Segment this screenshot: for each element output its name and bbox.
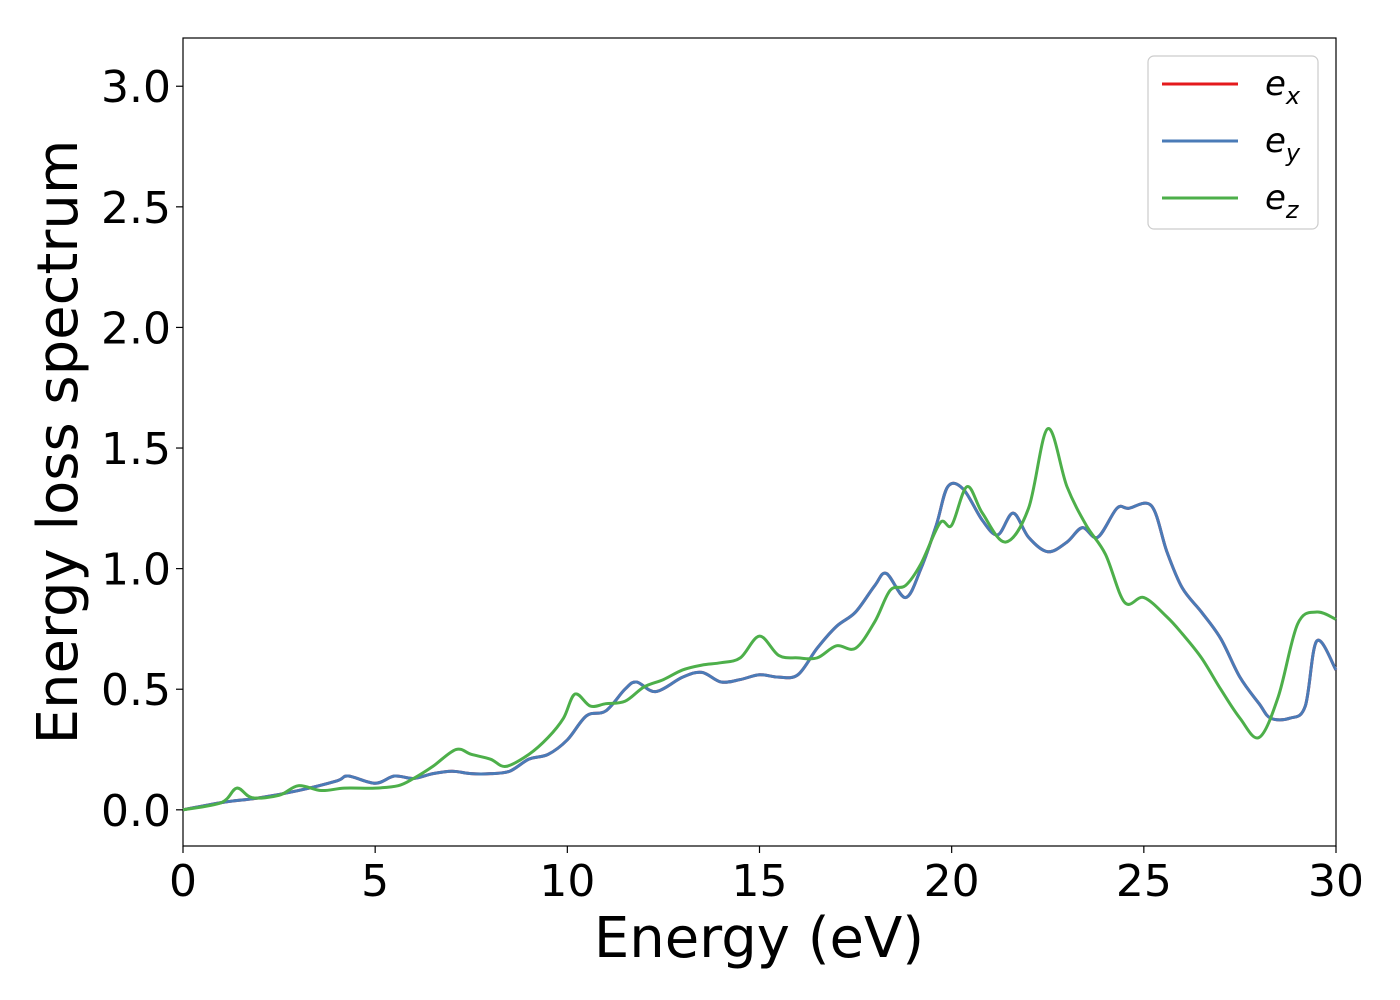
x-axis-label: Energy (eV) — [594, 906, 924, 971]
y-tick-label: 1.5 — [101, 424, 171, 475]
y-tick-label: 2.5 — [101, 183, 171, 234]
legend-label-ey: ey — [1265, 121, 1301, 167]
y-tick-label: 3.0 — [101, 62, 171, 113]
series-line-ey — [182, 481, 1338, 812]
series-line-ez — [182, 427, 1337, 812]
legend-label-ez: ez — [1265, 178, 1300, 224]
axis-ticks: 0 5 10 15 20 25 30 0.0 0.5 1.0 1.5 2.0 2.5 3.0 — [101, 62, 1364, 907]
x-tick-label: 15 — [732, 856, 788, 907]
y-tick-label: 0.0 — [101, 786, 171, 837]
x-tick-label: 25 — [1116, 856, 1172, 907]
x-tick-label: 20 — [924, 856, 980, 907]
y-tick-label: 1.0 — [101, 545, 171, 596]
y-axis-label: Energy loss spectrum — [26, 140, 91, 745]
series-line-ex — [182, 481, 1338, 812]
x-tick-label: 5 — [361, 856, 389, 907]
x-tick-label: 0 — [169, 856, 197, 907]
legend: ex ey ez — [1147, 55, 1319, 230]
y-tick-label: 2.0 — [101, 303, 171, 354]
y-tick-label: 0.5 — [101, 665, 171, 716]
x-tick-label: 30 — [1308, 856, 1364, 907]
x-tick-label: 10 — [539, 856, 595, 907]
legend-label-ex: ex — [1265, 64, 1301, 110]
series-lines — [182, 427, 1338, 812]
